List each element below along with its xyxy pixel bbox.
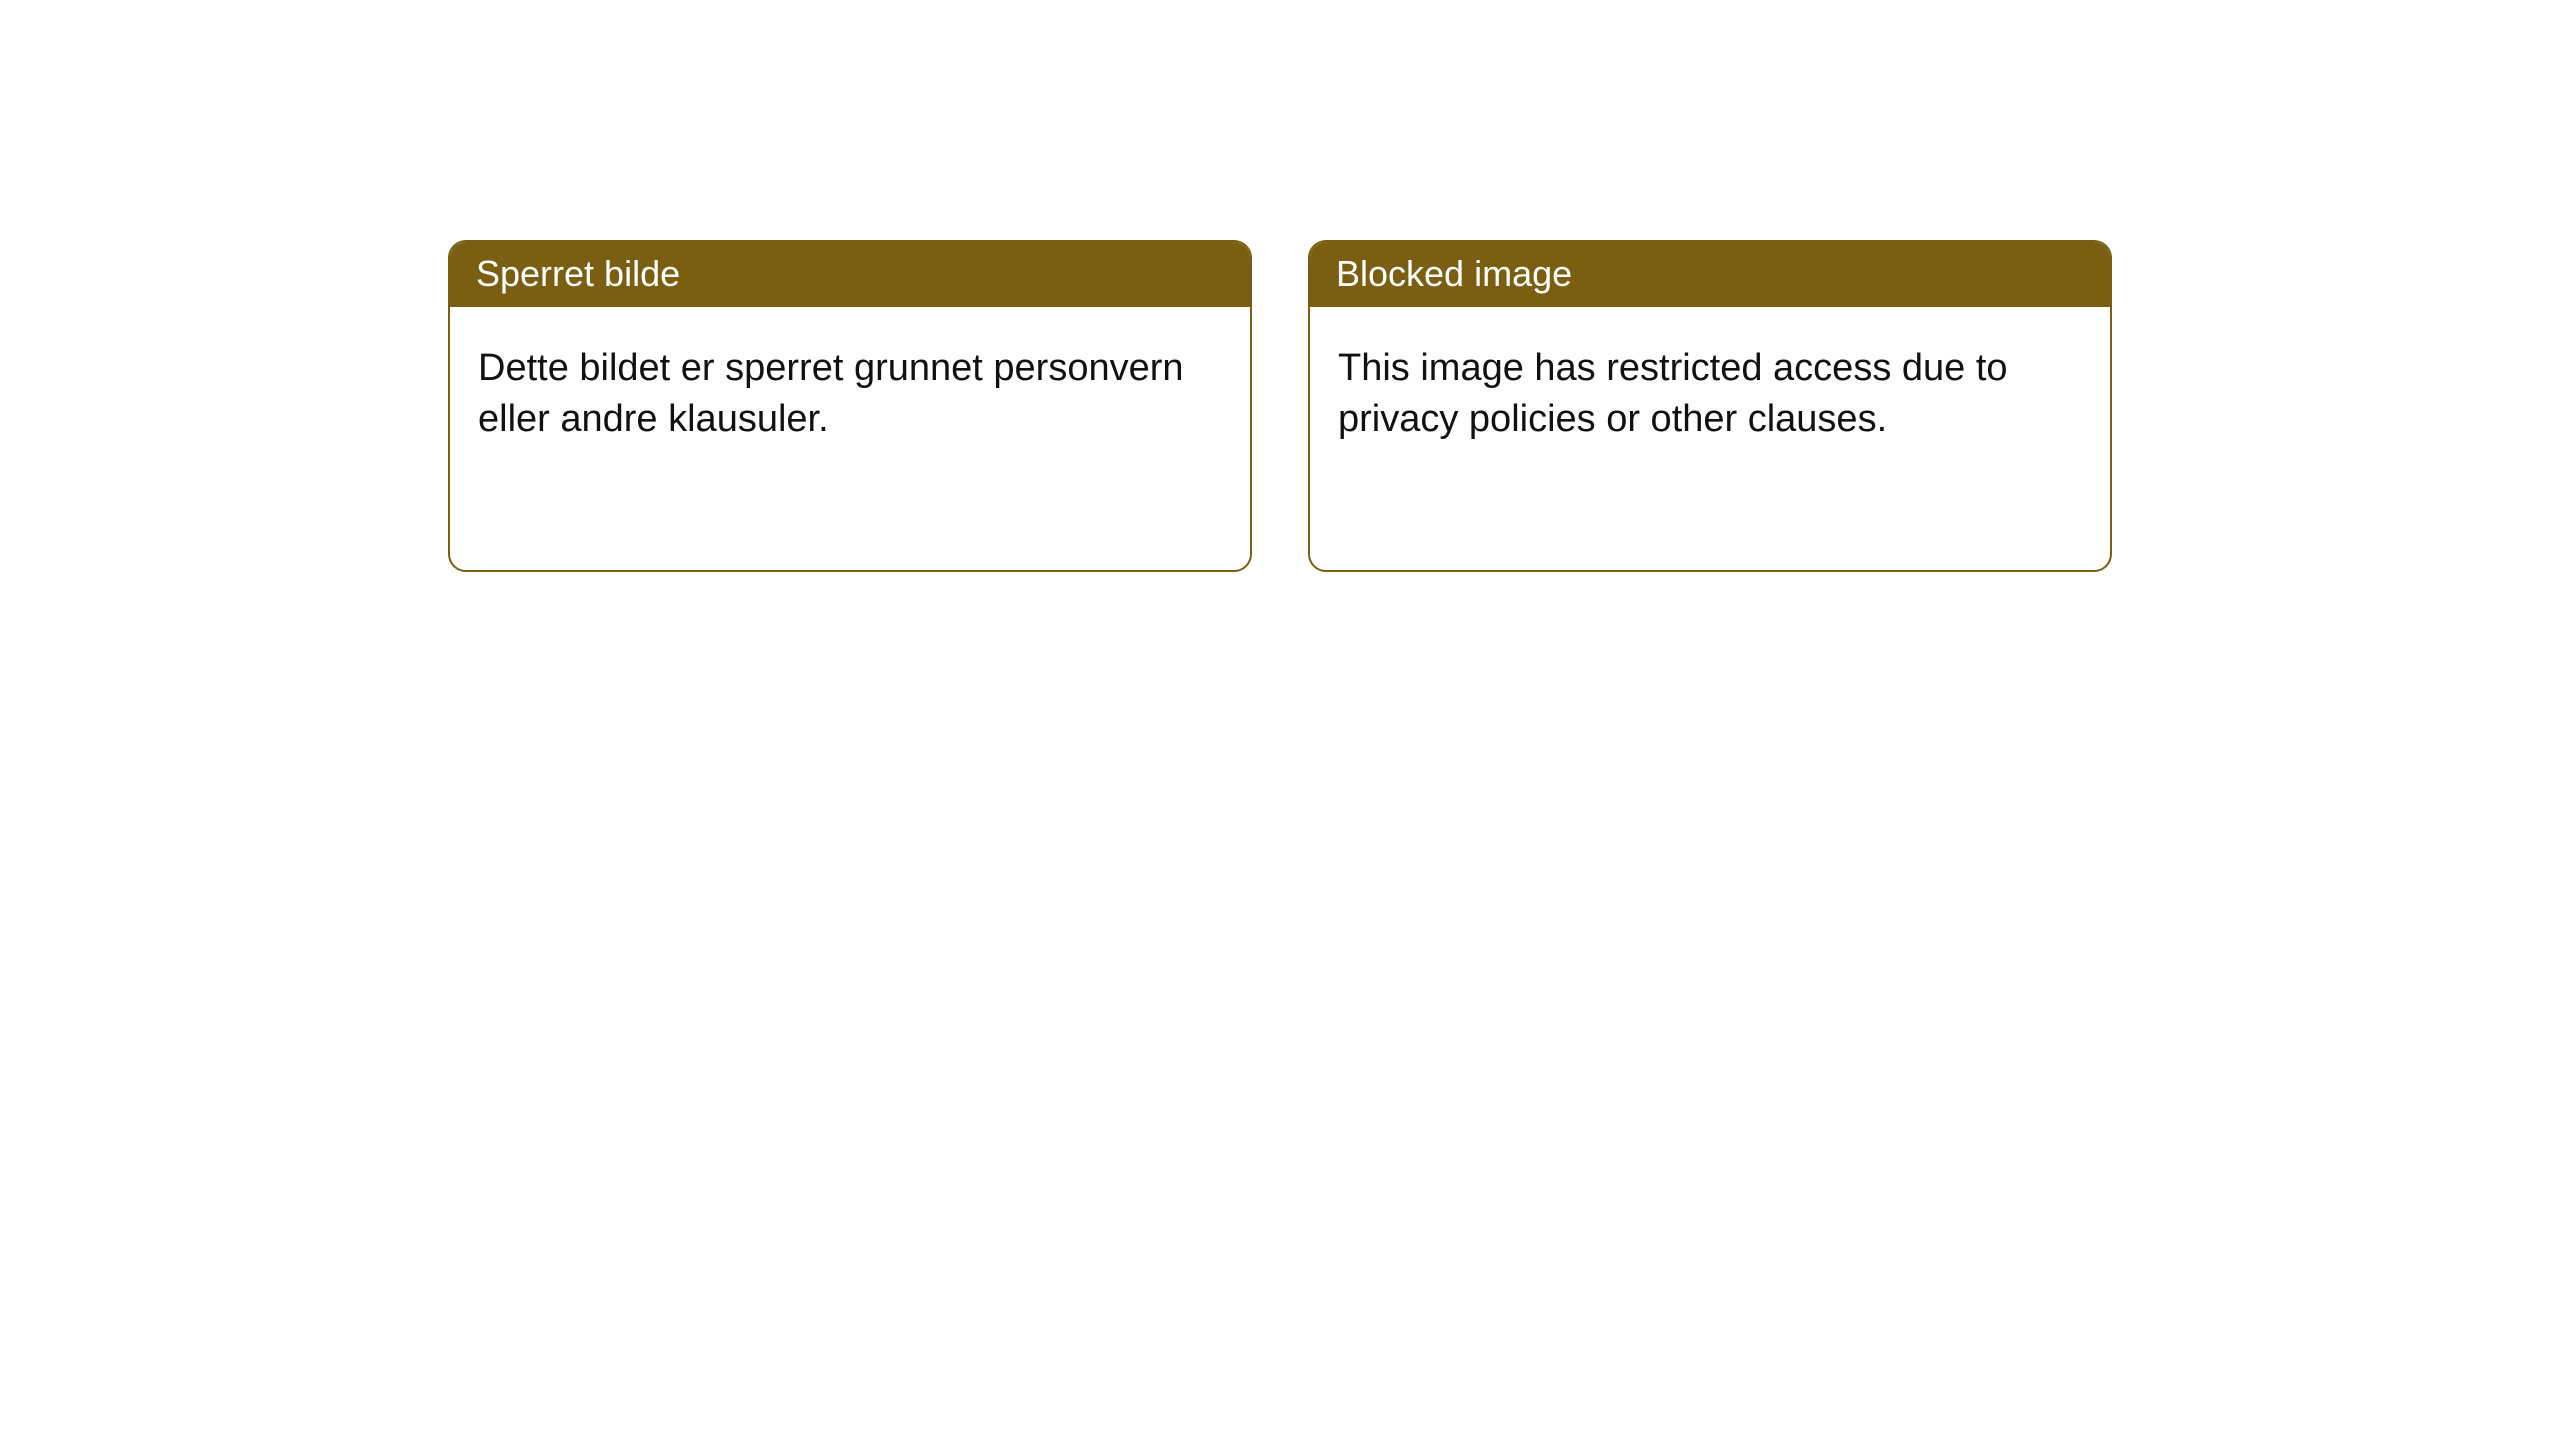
notice-title: Sperret bilde bbox=[450, 242, 1250, 307]
notice-message: This image has restricted access due to … bbox=[1310, 307, 2110, 474]
notice-card-norwegian: Sperret bilde Dette bildet er sperret gr… bbox=[448, 240, 1252, 572]
notice-container: Sperret bilde Dette bildet er sperret gr… bbox=[0, 0, 2560, 572]
notice-message: Dette bildet er sperret grunnet personve… bbox=[450, 307, 1250, 474]
notice-title: Blocked image bbox=[1310, 242, 2110, 307]
notice-card-english: Blocked image This image has restricted … bbox=[1308, 240, 2112, 572]
